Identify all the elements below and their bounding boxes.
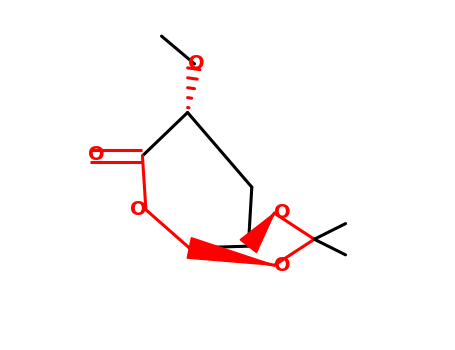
- Text: O: O: [130, 200, 147, 219]
- Text: O: O: [188, 54, 205, 74]
- Text: O: O: [88, 145, 105, 164]
- Text: O: O: [274, 257, 290, 275]
- Text: O: O: [274, 203, 290, 222]
- Polygon shape: [240, 213, 274, 253]
- Polygon shape: [187, 238, 274, 265]
